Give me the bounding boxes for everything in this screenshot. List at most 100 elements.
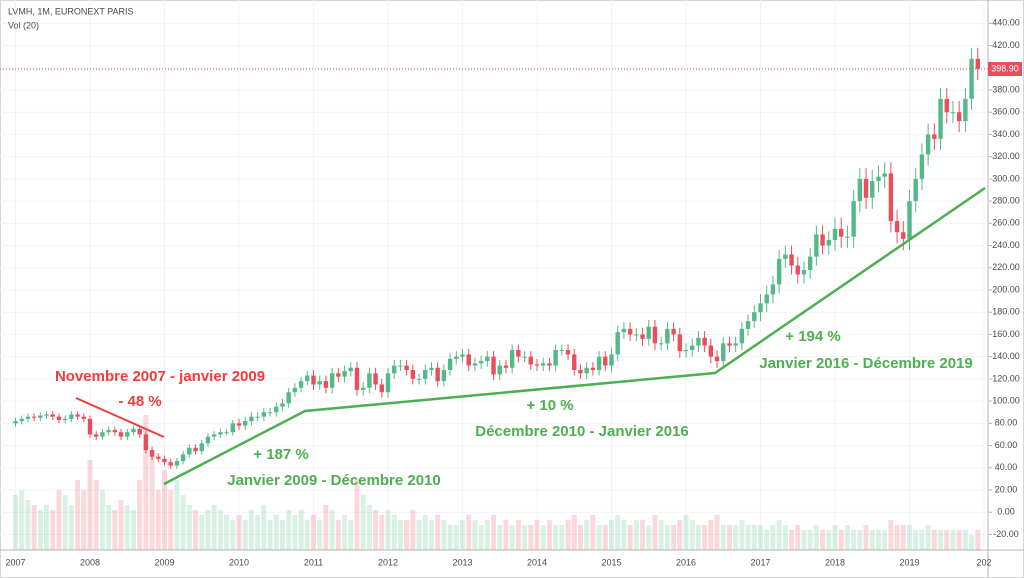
volume-bar [130, 510, 136, 550]
volume-bar [826, 530, 832, 550]
candle-body [286, 392, 291, 404]
candle-body [776, 258, 782, 285]
volume-bar [137, 480, 143, 550]
volume-bar [801, 530, 807, 550]
volume-bar [708, 520, 714, 550]
volume-bar [807, 530, 813, 550]
axes: -20.00 0.00 20.00 40.00 60.00 80.00 100.00 120.… [5, 18, 1019, 568]
volume-bar [857, 530, 863, 550]
volume-bar [944, 530, 950, 550]
volume-bar [509, 525, 515, 550]
candle-body [870, 181, 875, 198]
candle-body [454, 356, 459, 359]
candle-body [857, 178, 863, 202]
candle-body [274, 406, 279, 413]
y-tick-label: 340.00 [992, 129, 1020, 139]
candle-body [19, 418, 24, 422]
y-tick-label: 380.00 [992, 84, 1020, 94]
y-tick-label: 320.00 [992, 151, 1020, 161]
volume-bar [844, 525, 850, 550]
candle-body [423, 370, 428, 379]
chart-subtitle: Vol (20) [8, 20, 39, 30]
candle-body [162, 458, 167, 463]
volume-bar [230, 520, 236, 550]
candle-body [832, 228, 838, 240]
candle-body [826, 240, 831, 246]
candle-body [609, 354, 614, 366]
candle-body [578, 370, 583, 374]
volume-bar [677, 520, 683, 550]
volume-bar [19, 490, 25, 550]
x-tick-label: 2007 [5, 557, 25, 567]
candle-body [398, 365, 403, 367]
volume-bar [193, 510, 199, 550]
volume-bar [335, 520, 341, 550]
volume-bar [689, 520, 695, 550]
volume-bar [31, 505, 37, 550]
volume-bar [118, 500, 124, 550]
candle-body [311, 375, 316, 385]
y-tick-label: 80.00 [995, 418, 1018, 428]
y-tick-label: 420.00 [992, 40, 1020, 50]
candle-body [814, 234, 819, 257]
candle-body [553, 350, 558, 366]
candle-body [249, 416, 254, 422]
x-tick-label: 2008 [80, 557, 100, 567]
volume-bar [279, 520, 285, 550]
candle-body [727, 343, 732, 346]
volume-bar [162, 470, 167, 550]
volume-bar [553, 525, 559, 550]
candle-body [863, 178, 869, 198]
candle-body [485, 356, 490, 362]
candle-body [404, 365, 409, 370]
candle-body [969, 58, 974, 99]
candle-body [447, 358, 453, 370]
volume-bar [851, 530, 857, 550]
volume-bar [68, 505, 74, 550]
volume-bar [584, 520, 590, 550]
candle-body [621, 328, 627, 333]
candle-body [354, 367, 360, 390]
volume-bar [900, 525, 906, 550]
candle-body [963, 98, 968, 122]
volume-bar [311, 515, 316, 550]
candle-body [392, 365, 397, 374]
volume-bar [25, 500, 31, 550]
candle-body [118, 432, 124, 437]
candle-body [336, 373, 341, 377]
candle-body [491, 356, 496, 375]
x-tick-label: 2009 [154, 557, 174, 567]
volume-bar [975, 530, 981, 550]
candle-body [218, 432, 223, 435]
candle-body [373, 373, 378, 385]
volume-bar [938, 530, 944, 550]
annotation: Novembre 2007 - janvier 2009 [55, 368, 265, 385]
volume-bar [56, 490, 62, 550]
volume-layer [13, 415, 981, 550]
candle-body [298, 381, 304, 388]
volume-bar [286, 510, 292, 550]
x-tick-label: 2019 [899, 557, 919, 567]
volume-bar [199, 515, 205, 550]
candle-body [211, 434, 217, 437]
volume-bar [882, 530, 888, 550]
volume-bar [776, 520, 782, 550]
candle-body [950, 112, 956, 114]
volume-bar [652, 515, 658, 550]
volume-bar [491, 515, 497, 550]
annotation: - 48 % [118, 393, 161, 410]
volume-bar [416, 520, 422, 550]
volume-bar [832, 525, 838, 550]
volume-bar [360, 495, 366, 550]
candle-body [106, 430, 111, 433]
annotation: + 10 % [526, 397, 573, 414]
volume-bar [714, 515, 720, 550]
candle-body [44, 414, 49, 416]
volume-bar [354, 480, 360, 550]
volume-bar [149, 450, 155, 550]
volume-bar [460, 520, 465, 550]
volume-bar [44, 505, 50, 550]
volume-bar [155, 490, 161, 550]
volume-bar [658, 520, 664, 550]
volume-bar [950, 530, 956, 550]
